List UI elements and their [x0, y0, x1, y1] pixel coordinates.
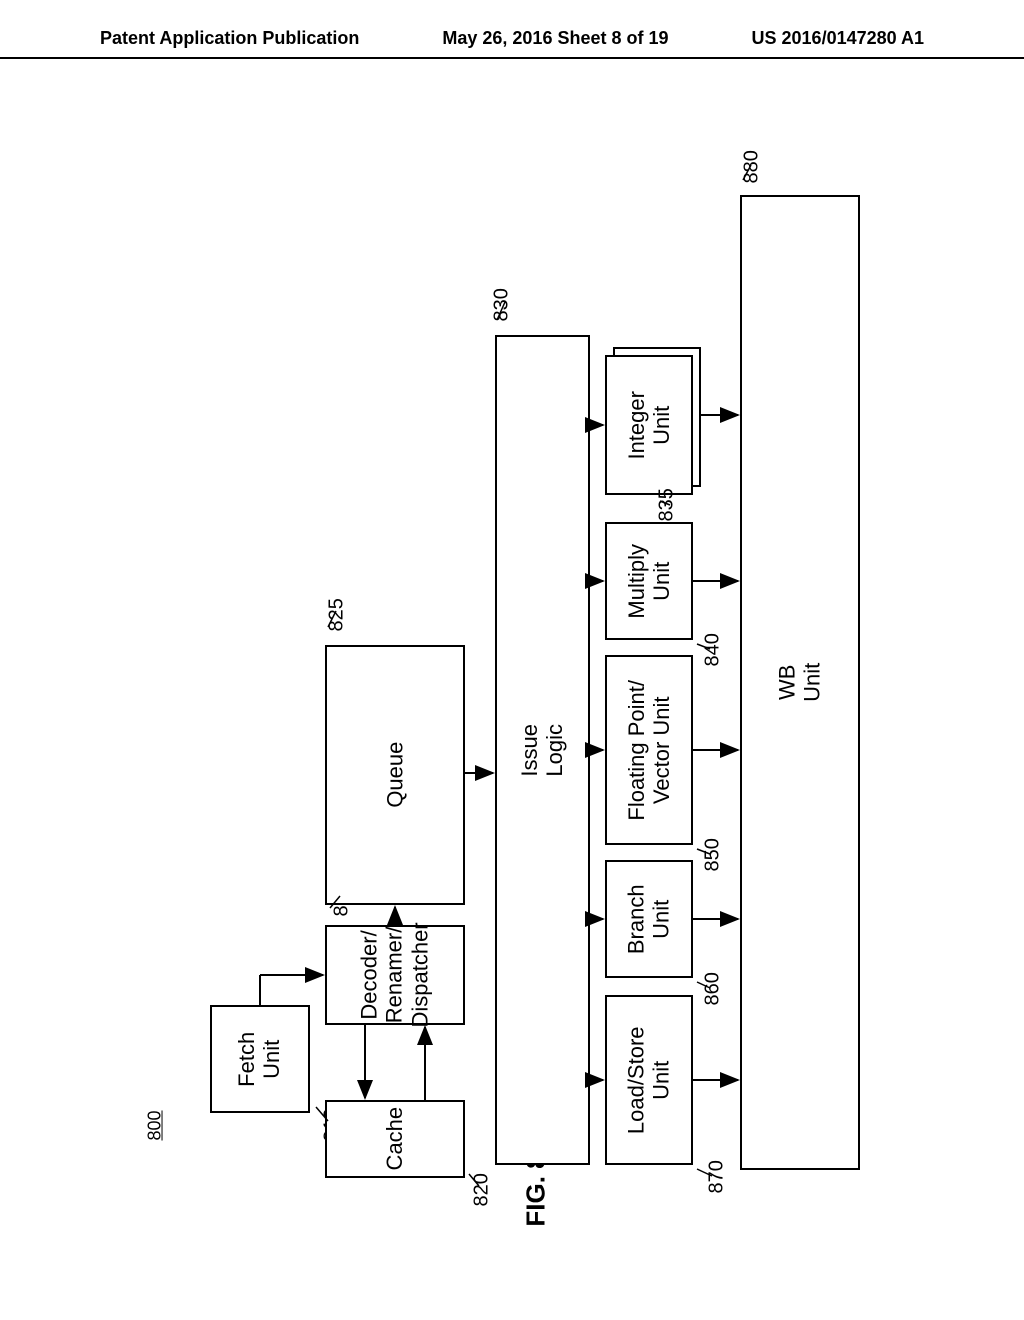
figure-8-diagram: 800 FIG. 8 FetchUnit 810 Decoder/Renamer…	[120, 155, 890, 1205]
block-loadstore: Load/StoreUnit	[605, 995, 693, 1165]
block-cache: Cache	[325, 1100, 465, 1178]
header-right: US 2016/0147280 A1	[752, 28, 924, 49]
header-left: Patent Application Publication	[100, 28, 359, 49]
header-center: May 26, 2016 Sheet 8 of 19	[442, 28, 668, 49]
ref-820: 820	[471, 1173, 494, 1206]
ref-825: 825	[326, 598, 349, 631]
block-floating: Floating Point/Vector Unit	[605, 655, 693, 845]
ref-860: 860	[702, 972, 725, 1005]
ref-850: 850	[702, 838, 725, 871]
ref-830: 830	[491, 288, 514, 321]
ref-840: 840	[702, 633, 725, 666]
figure-label: FIG. 8	[521, 1154, 552, 1226]
figure-ref-800: 800	[145, 1110, 166, 1140]
block-fetch: FetchUnit	[210, 1005, 310, 1113]
block-queue: Queue	[325, 645, 465, 905]
ref-835: 835	[656, 488, 679, 521]
block-branch: BranchUnit	[605, 860, 693, 978]
page-header: Patent Application Publication May 26, 2…	[0, 0, 1024, 59]
block-integer: IntegerUnit	[605, 355, 693, 495]
ref-870: 870	[706, 1160, 729, 1193]
block-decoder: Decoder/Renamer/Dispatcher	[325, 925, 465, 1025]
block-multiply: MultiplyUnit	[605, 522, 693, 640]
block-issue: IssueLogic	[495, 335, 590, 1165]
block-wb: WBUnit	[740, 195, 860, 1170]
ref-880: 880	[741, 150, 764, 183]
